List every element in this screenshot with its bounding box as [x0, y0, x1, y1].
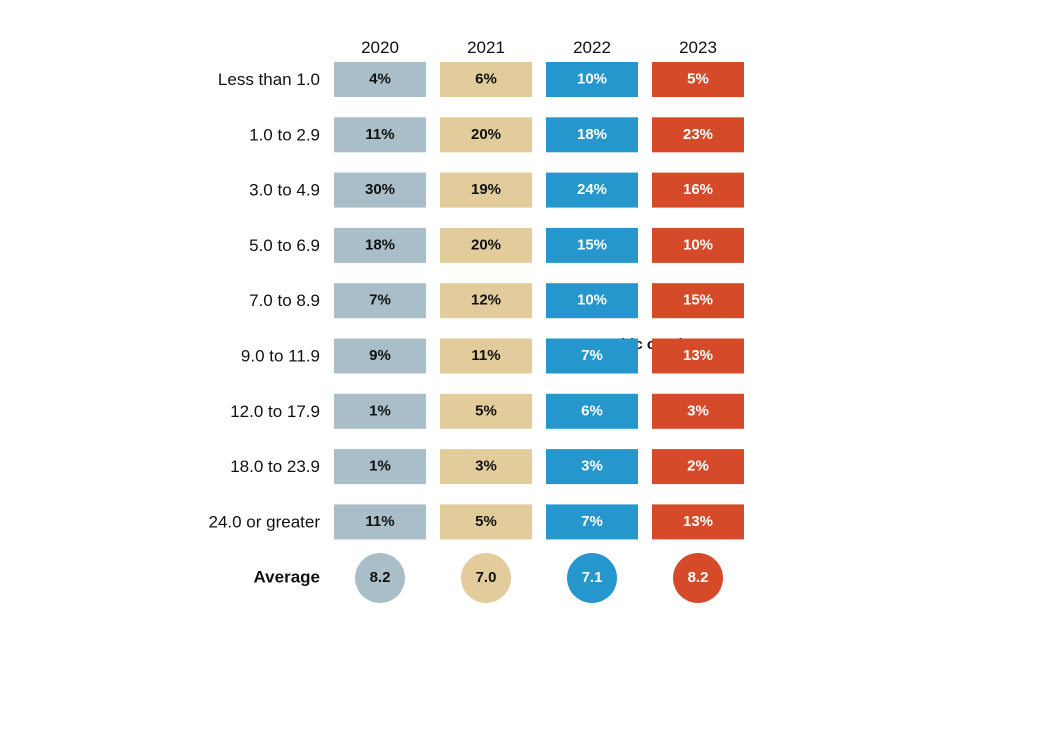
cell-2021 — [440, 227, 532, 263]
row-label: 1.0 to 2.9 — [249, 125, 320, 144]
cell-value-2021: 12% — [471, 292, 501, 309]
average-value-2023: 8.2 — [688, 569, 709, 586]
cell-2020 — [334, 393, 426, 429]
cell-2023 — [652, 62, 744, 97]
cell-2023 — [652, 338, 744, 374]
cell-2021 — [440, 117, 532, 153]
cell-2020 — [334, 117, 426, 153]
average-value-2021: 7.0 — [476, 569, 497, 586]
cell-2020 — [334, 449, 426, 485]
cell-2020 — [334, 338, 426, 374]
row-label: 3.0 to 4.9 — [249, 181, 320, 200]
average-value-2020: 8.2 — [370, 569, 391, 586]
cell-2023 — [652, 227, 744, 263]
cell-2021 — [440, 393, 532, 429]
cell-value-2022: 10% — [577, 292, 607, 309]
cell-2020 — [334, 62, 426, 97]
cell-value-2021: 3% — [475, 458, 497, 475]
cell-value-2021: 5% — [475, 402, 497, 419]
average-label: Average — [254, 567, 320, 586]
cell-2021 — [440, 449, 532, 485]
cell-value-2021: 11% — [471, 347, 500, 364]
cell-2023 — [652, 449, 744, 485]
cell-2021 — [440, 283, 532, 319]
cell-value-2022: 6% — [581, 402, 603, 419]
cell-value-2022: 24% — [577, 181, 607, 198]
row-label: 9.0 to 11.9 — [241, 346, 320, 365]
column-header-2021: 2021 — [467, 38, 505, 57]
cell-value-2022: 15% — [577, 236, 607, 253]
cell-value-2020: 30% — [365, 181, 395, 198]
cell-2020 — [334, 504, 426, 540]
cell-2020 — [334, 227, 426, 263]
cell-value-2021: 20% — [471, 236, 501, 253]
cell-value-2023: 15% — [683, 292, 713, 309]
cell-value-2020: 1% — [369, 458, 391, 475]
average-value-2022: 7.1 — [582, 569, 603, 586]
cell-value-2023: 13% — [683, 513, 713, 530]
average-circle-2021 — [461, 553, 511, 603]
cell-value-2021: 19% — [471, 181, 501, 198]
cell-2020 — [334, 283, 426, 319]
cell-value-2023: 23% — [683, 126, 713, 143]
cell-2023 — [652, 172, 744, 208]
average-circle-2023 — [673, 553, 723, 603]
cell-value-2023: 3% — [687, 402, 709, 419]
cell-2021 — [440, 172, 532, 208]
cell-2021 — [440, 62, 532, 97]
cell-value-2023: 13% — [683, 347, 713, 364]
cell-2023 — [652, 117, 744, 153]
cell-2022 — [546, 449, 638, 485]
cell-value-2020: 4% — [369, 70, 391, 87]
cell-2022 — [546, 172, 638, 208]
cell-value-2023: 5% — [687, 70, 709, 87]
cell-value-2023: 16% — [683, 181, 713, 198]
column-header-2020: 2020 — [361, 38, 399, 57]
cell-2021 — [440, 338, 532, 374]
cell-value-2020: 11% — [365, 513, 394, 530]
cell-value-2020: 9% — [369, 347, 391, 364]
row-label: 18.0 to 23.9 — [230, 457, 320, 476]
cell-value-2022: 7% — [581, 513, 603, 530]
cell-2023 — [652, 504, 744, 540]
cell-2022 — [546, 227, 638, 263]
cell-2022 — [546, 504, 638, 540]
cell-2021 — [440, 504, 532, 540]
cell-2020 — [334, 172, 426, 208]
cell-value-2021: 6% — [475, 70, 497, 87]
row-label: 12.0 to 17.9 — [230, 402, 320, 421]
row-label: 24.0 or greater — [208, 512, 320, 531]
average-circle-2022 — [567, 553, 617, 603]
cell-2023 — [652, 393, 744, 429]
cell-value-2020: 1% — [369, 402, 391, 419]
cell-value-2020: 18% — [365, 236, 395, 253]
cell-value-2023: 2% — [687, 458, 709, 475]
row-label: 7.0 to 8.9 — [249, 291, 320, 310]
cell-value-2023: 10% — [683, 236, 713, 253]
column-header-2023: 2023 — [679, 38, 717, 57]
cell-value-2022: 7% — [581, 347, 603, 364]
cell-2022 — [546, 393, 638, 429]
cell-value-2022: 10% — [577, 70, 607, 87]
cell-2022 — [546, 62, 638, 97]
cell-value-2021: 20% — [471, 126, 501, 143]
cell-value-2021: 5% — [475, 513, 497, 530]
column-header-2022: 2022 — [573, 38, 611, 57]
cell-2022 — [546, 283, 638, 319]
cell-value-2020: 7% — [369, 292, 391, 309]
cell-value-2020: 11% — [365, 126, 394, 143]
cell-2022 — [546, 338, 638, 374]
cell-value-2022: 3% — [581, 458, 603, 475]
cell-value-2022: 18% — [577, 126, 607, 143]
cell-2023 — [652, 283, 744, 319]
cell-2022 — [546, 117, 638, 153]
row-label: Less than 1.0 — [218, 70, 320, 89]
row-label: 5.0 to 6.9 — [249, 236, 320, 255]
average-circle-2020 — [355, 553, 405, 603]
